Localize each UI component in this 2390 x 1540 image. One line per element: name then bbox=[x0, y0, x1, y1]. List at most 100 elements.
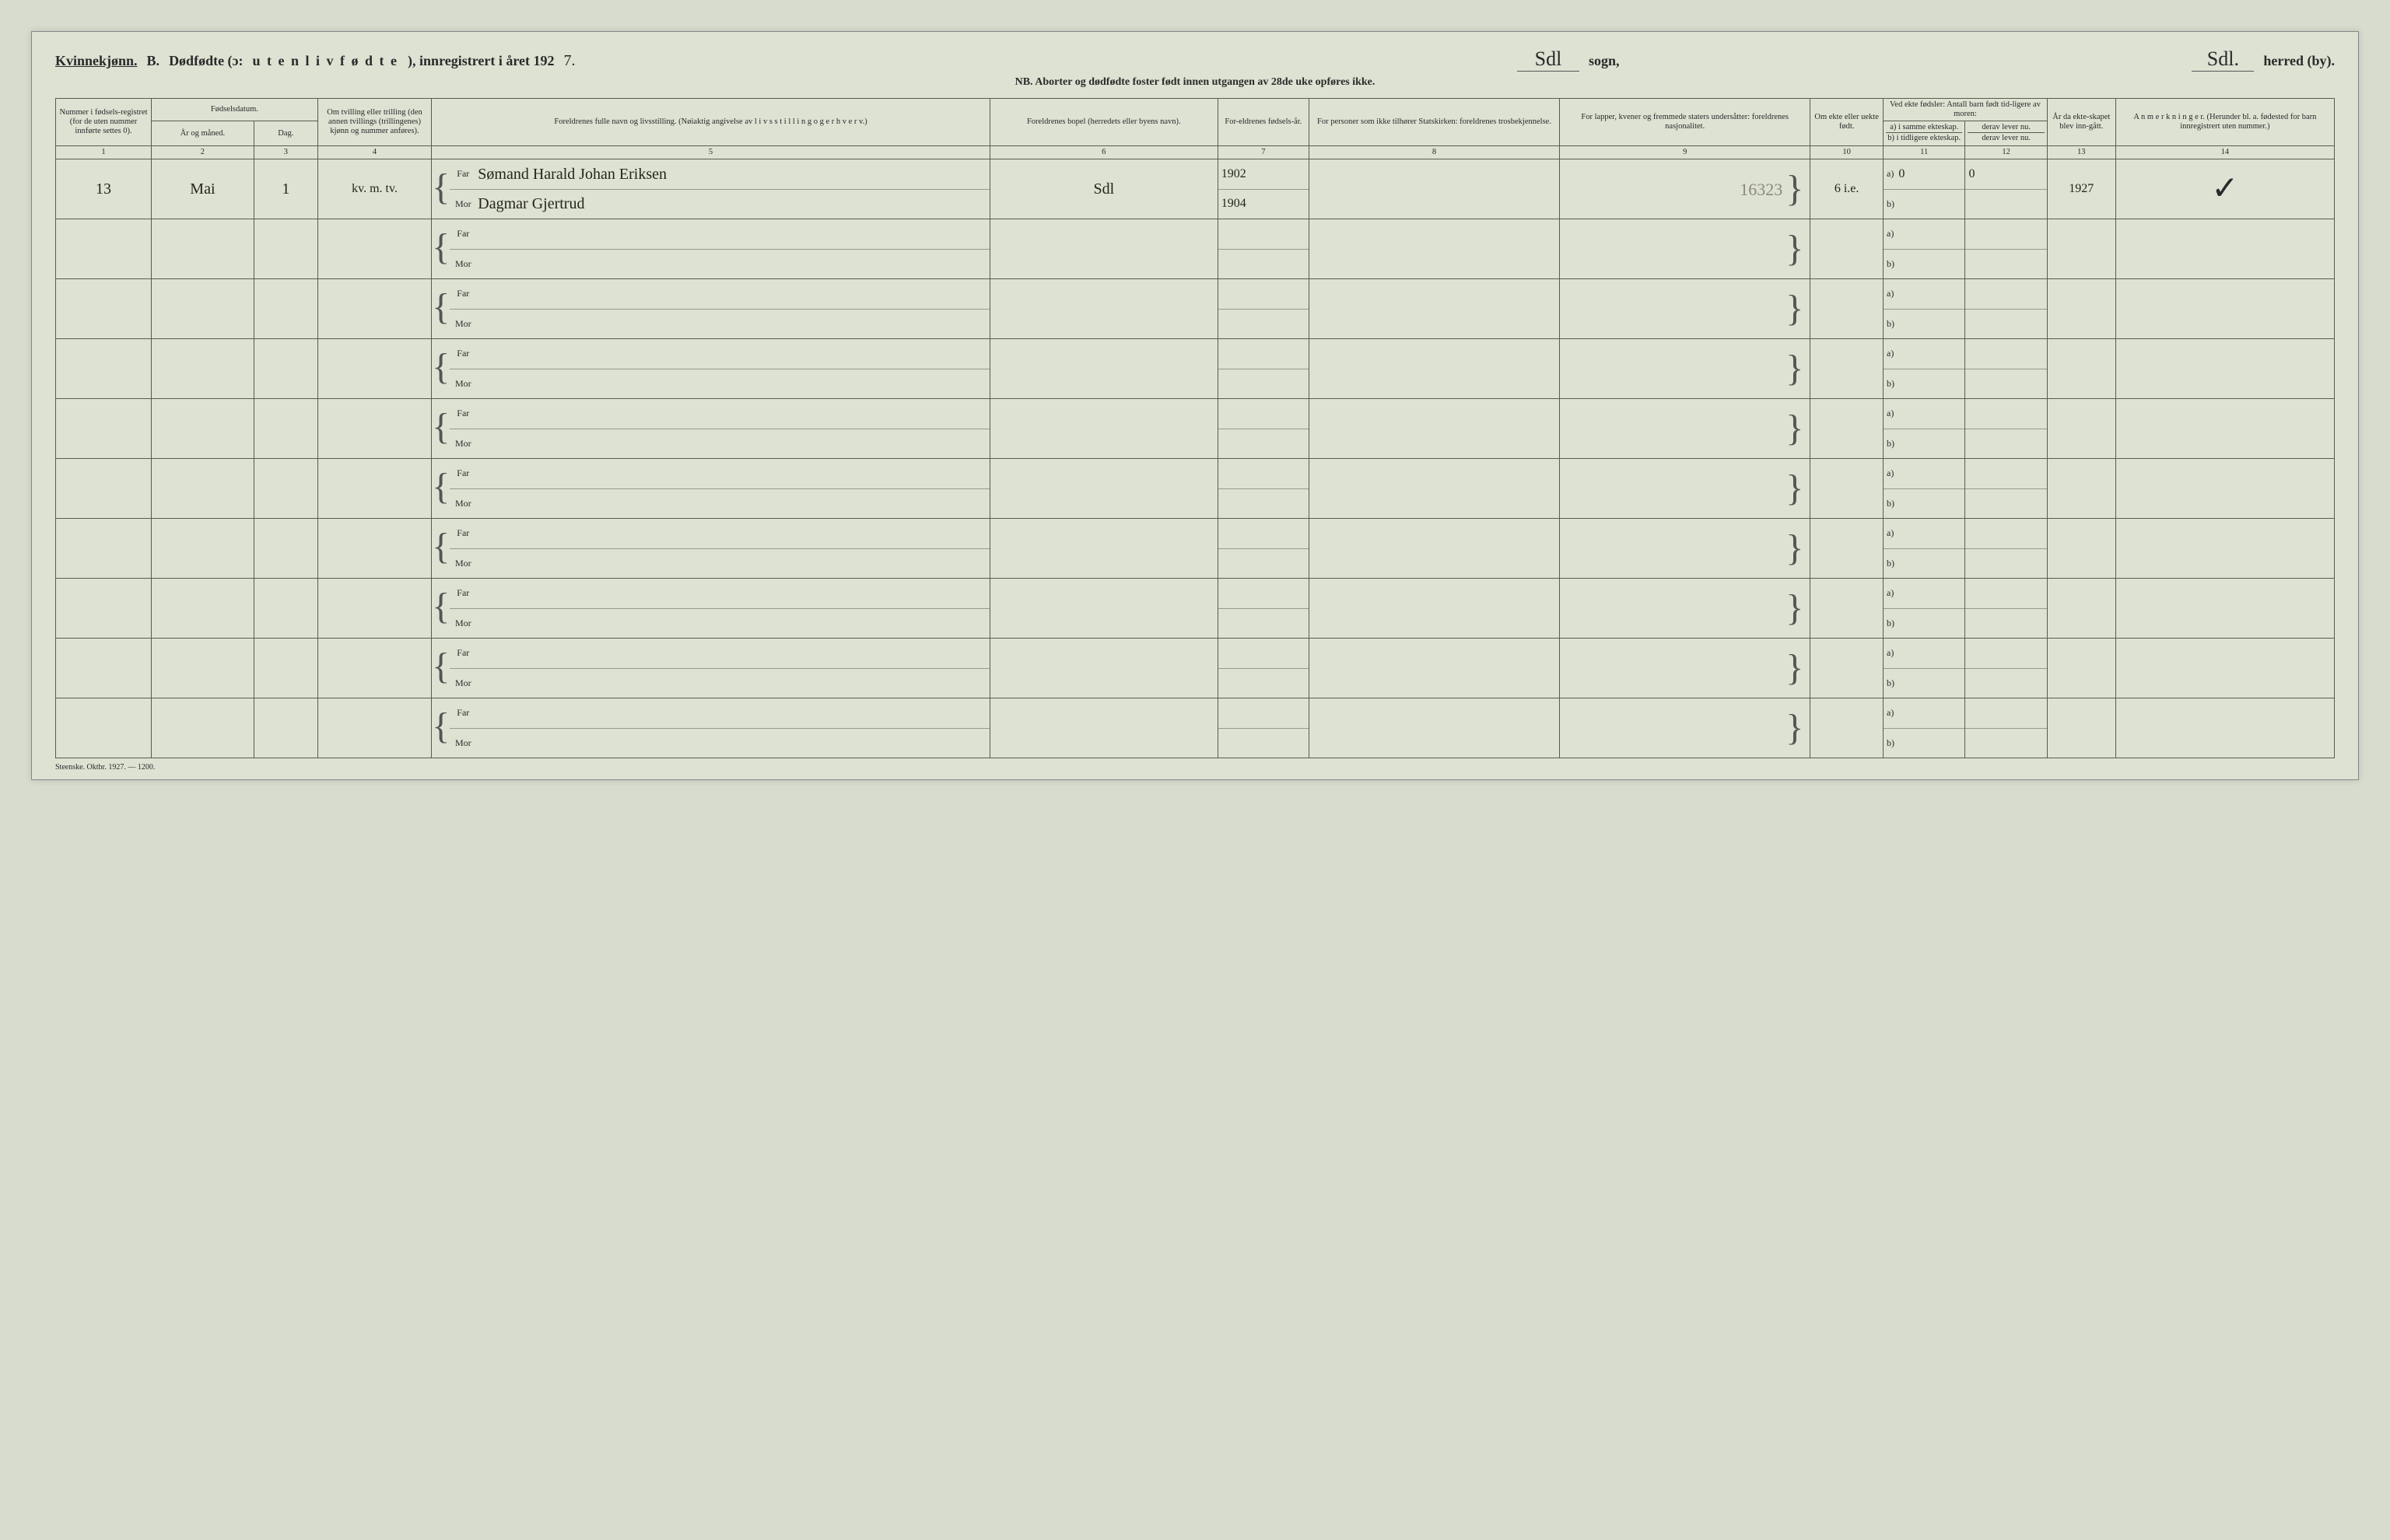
far-label: Far bbox=[453, 289, 473, 299]
nb-note: NB. Aborter og dødfødte foster født inne… bbox=[55, 76, 2335, 89]
col-2-group-header: Fødselsdatum. bbox=[152, 99, 318, 121]
title-part1: Dødfødte (ɔ: bbox=[169, 53, 243, 69]
cell-month bbox=[152, 639, 254, 698]
cell-bopel bbox=[990, 698, 1218, 758]
mor-year: 1904 bbox=[1221, 197, 1246, 211]
cell-ekte bbox=[1810, 279, 1884, 339]
title-part3: ), innregistrert i året 192 bbox=[408, 53, 554, 69]
brace-icon: { bbox=[432, 519, 450, 578]
cell-ab-count: a) b) bbox=[1884, 279, 1965, 339]
col-12b: derav lever nu. bbox=[1968, 132, 2044, 144]
cell-month bbox=[152, 399, 254, 459]
cell-ekte bbox=[1810, 459, 1884, 519]
brace-close-icon: } bbox=[1785, 640, 1803, 696]
colnum-11: 11 bbox=[1884, 146, 1965, 159]
cell-marriage-year bbox=[2047, 399, 2115, 459]
cell-parents: { Far Mor bbox=[432, 399, 990, 459]
cell-bopel bbox=[990, 639, 1218, 698]
colnum-6: 6 bbox=[990, 146, 1218, 159]
table-row: { Far Mor } a) b) bbox=[56, 579, 2335, 639]
cell-bopel bbox=[990, 339, 1218, 399]
cell-day bbox=[254, 339, 317, 399]
col-11a: a) i samme ekteskap. bbox=[1886, 123, 1962, 132]
cell-num bbox=[56, 219, 152, 279]
a-label: a) bbox=[1887, 468, 1894, 479]
brace-icon: { bbox=[432, 639, 450, 698]
cell-nationality: } bbox=[1560, 219, 1810, 279]
cell-marriage-year bbox=[2047, 519, 2115, 579]
cell-religion bbox=[1309, 639, 1559, 698]
a-label: a) bbox=[1887, 169, 1894, 180]
cell-ekte bbox=[1810, 519, 1884, 579]
cell-parents: { Far Mor bbox=[432, 698, 990, 758]
brace-icon: { bbox=[432, 279, 450, 338]
year-digit: 7. bbox=[564, 52, 576, 70]
cell-ab-derav bbox=[1965, 639, 2047, 698]
brace-close-icon: } bbox=[1785, 281, 1803, 337]
b-label: b) bbox=[1887, 678, 1894, 689]
cell-month: Mai bbox=[152, 159, 254, 219]
brace-close-icon: } bbox=[1785, 161, 1803, 217]
brace-close-icon: } bbox=[1785, 341, 1803, 397]
cell-ab-derav bbox=[1965, 698, 2047, 758]
cell-ab-derav bbox=[1965, 279, 2047, 339]
brace-close-icon: } bbox=[1785, 460, 1803, 516]
b-label: b) bbox=[1887, 199, 1894, 210]
herred-handwritten: Sdl. bbox=[2192, 47, 2254, 72]
cell-month bbox=[152, 519, 254, 579]
cell-birthyears bbox=[1218, 698, 1309, 758]
cell-nationality: } bbox=[1560, 519, 1810, 579]
cell-birthyears bbox=[1218, 219, 1309, 279]
col-12a: derav lever nu. bbox=[1968, 123, 2044, 132]
cell-twin bbox=[317, 579, 431, 639]
cell-num bbox=[56, 579, 152, 639]
brace-close-icon: } bbox=[1785, 580, 1803, 636]
cell-birthyears bbox=[1218, 279, 1309, 339]
cell-religion bbox=[1309, 159, 1559, 219]
cell-ab-count: a) b) bbox=[1884, 698, 1965, 758]
cell-num bbox=[56, 639, 152, 698]
cell-parents: { FarSømand Harald Johan Eriksen MorDagm… bbox=[432, 159, 990, 219]
title-part2: u t e n l i v f ø d t e bbox=[253, 53, 399, 69]
cell-nationality: } bbox=[1560, 698, 1810, 758]
cell-day bbox=[254, 459, 317, 519]
b-label: b) bbox=[1887, 618, 1894, 629]
cell-nationality: } bbox=[1560, 639, 1810, 698]
cell-remarks bbox=[2115, 639, 2334, 698]
cell-birthyears bbox=[1218, 399, 1309, 459]
col-11b: b) i tidligere ekteskap. bbox=[1886, 132, 1962, 144]
cell-religion bbox=[1309, 219, 1559, 279]
a-label: a) bbox=[1887, 588, 1894, 599]
col-4-header: Om tvilling eller trilling (den annen tv… bbox=[317, 99, 431, 146]
table-row: { Far Mor } a) b) bbox=[56, 339, 2335, 399]
cell-month bbox=[152, 279, 254, 339]
cell-twin bbox=[317, 639, 431, 698]
cell-birthyears bbox=[1218, 519, 1309, 579]
mor-label: Mor bbox=[453, 738, 473, 749]
cell-ekte bbox=[1810, 639, 1884, 698]
cell-twin bbox=[317, 459, 431, 519]
b-label: b) bbox=[1887, 558, 1894, 569]
colnum-9: 9 bbox=[1560, 146, 1810, 159]
title-line: Kvinnekjønn. B. Dødfødte (ɔ: u t e n l i… bbox=[55, 47, 2335, 72]
cell-religion bbox=[1309, 698, 1559, 758]
column-number-row: 1 2 3 4 5 6 7 8 9 10 11 12 13 14 bbox=[56, 146, 2335, 159]
brace-icon: { bbox=[432, 399, 450, 458]
a-label: a) bbox=[1887, 648, 1894, 659]
mor-label: Mor bbox=[453, 199, 473, 210]
cell-ab-derav bbox=[1965, 399, 2047, 459]
brace-icon: { bbox=[432, 459, 450, 518]
far-year: 1902 bbox=[1221, 167, 1246, 181]
table-row: { Far Mor } a) b) bbox=[56, 519, 2335, 579]
cell-ab-count: a) b) bbox=[1884, 519, 1965, 579]
a-label: a) bbox=[1887, 348, 1894, 359]
col-10-header: Om ekte eller uekte født. bbox=[1810, 99, 1884, 146]
cell-parents: { Far Mor bbox=[432, 219, 990, 279]
cell-nationality: 16323 } bbox=[1560, 159, 1810, 219]
table-row: { Far Mor } a) b) bbox=[56, 639, 2335, 698]
colnum-12: 12 bbox=[1965, 146, 2047, 159]
cell-num: 13 bbox=[56, 159, 152, 219]
cell-ekte bbox=[1810, 579, 1884, 639]
cell-nationality: } bbox=[1560, 399, 1810, 459]
table-row: { Far Mor } a) b) bbox=[56, 399, 2335, 459]
